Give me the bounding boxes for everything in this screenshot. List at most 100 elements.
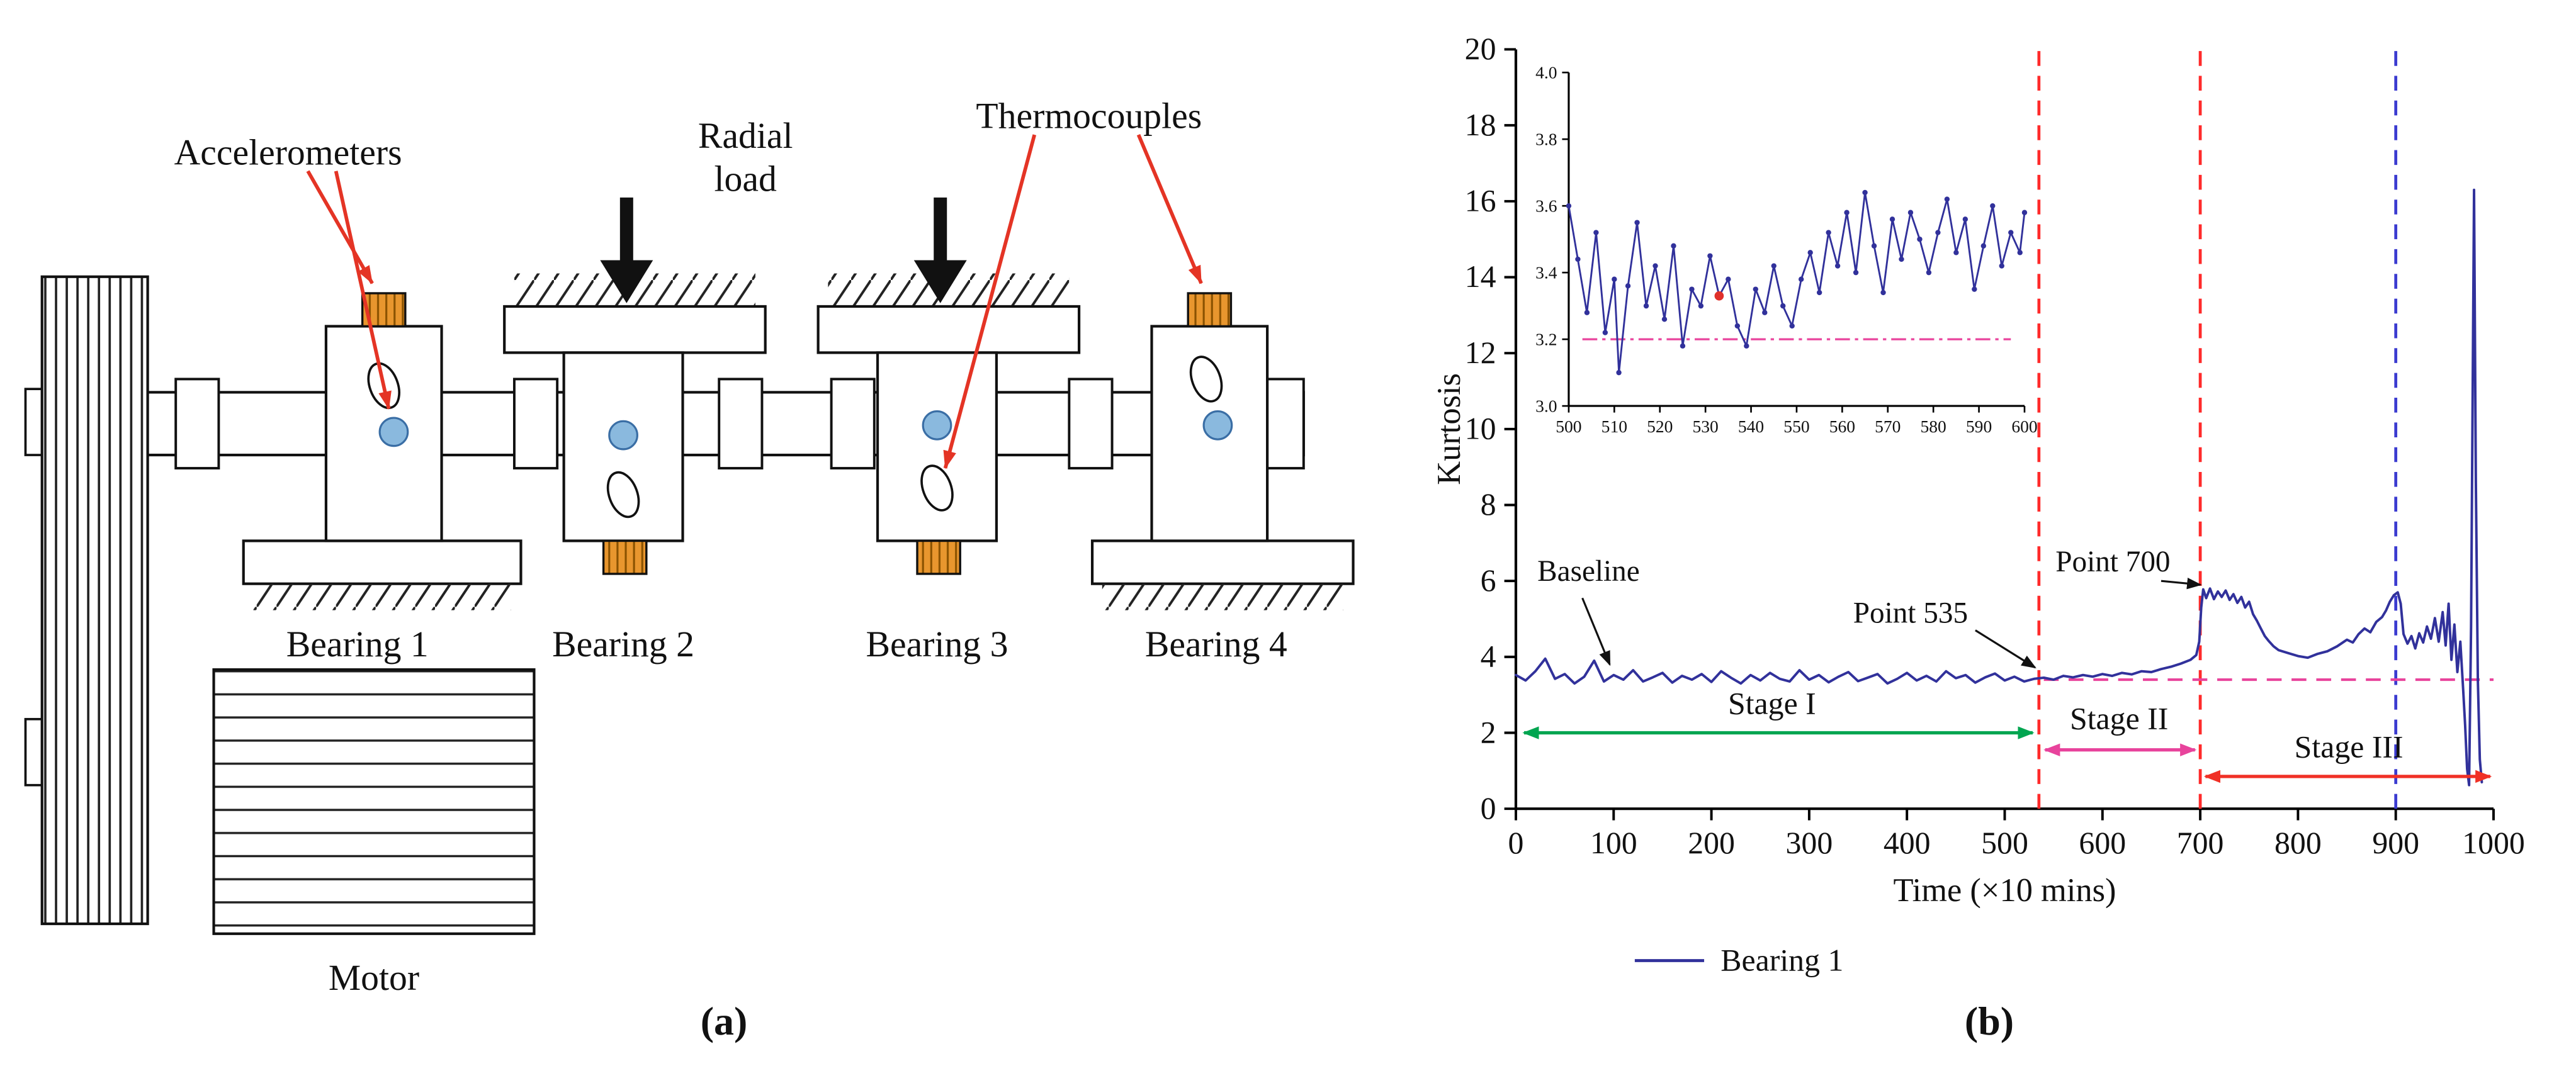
bearing-ring [920, 464, 954, 512]
panel-b-label: (b) [1964, 999, 2014, 1043]
thermocouple-block [1187, 292, 1233, 328]
svg-text:10: 10 [1465, 412, 1496, 446]
svg-text:Baseline: Baseline [1537, 555, 1640, 588]
accelerometer-pointer-arrow [334, 171, 392, 410]
svg-text:18: 18 [1465, 108, 1496, 142]
svg-text:0: 0 [1481, 791, 1496, 826]
thermocouple-block [602, 539, 648, 575]
svg-text:3.0: 3.0 [1535, 396, 1557, 415]
annotation-arrow [1581, 597, 1611, 666]
svg-text:510: 510 [1602, 417, 1627, 436]
shaft-coupling [512, 378, 559, 470]
svg-text:3.2: 3.2 [1535, 329, 1557, 349]
chart-reference-lines [2037, 49, 2494, 809]
svg-text:16: 16 [1465, 184, 1496, 218]
svg-text:Stage II: Stage II [2070, 701, 2168, 736]
bearing-2 [503, 197, 767, 575]
bearing-ring [1189, 356, 1223, 403]
bearing2-label: Bearing 2 [552, 625, 694, 665]
svg-text:Time (×10 mins): Time (×10 mins) [1893, 872, 2116, 909]
kurtosis-chart: 0 100 200 300 400 500 600 700 800 900 1000 0 2 4 6 8 10 1… [1437, 31, 2525, 977]
svg-text:Kurtosis: Kurtosis [1437, 373, 1467, 485]
svg-text:200: 200 [1688, 826, 1735, 860]
svg-text:Point 700: Point 700 [2055, 546, 2170, 578]
svg-text:Point 535: Point 535 [1853, 597, 1968, 630]
shaft-coupling [1068, 378, 1114, 470]
svg-text:500: 500 [1981, 826, 2028, 860]
svg-text:4.0: 4.0 [1535, 62, 1557, 82]
svg-text:20: 20 [1465, 31, 1496, 66]
ground-hatching [253, 583, 511, 610]
svg-text:6: 6 [1481, 563, 1496, 598]
shaft-coupling [718, 378, 764, 470]
svg-text:0: 0 [1508, 826, 1524, 860]
shaft [146, 378, 1305, 470]
chart-annotations: Baseline Point 535 Point 700 [1537, 546, 2202, 669]
radial-load-label-line2: load [715, 159, 777, 199]
svg-text:1000: 1000 [2462, 826, 2525, 860]
svg-text:14: 14 [1465, 259, 1496, 294]
svg-text:540: 540 [1738, 417, 1764, 436]
thermocouple-block [916, 539, 961, 575]
chart-legend: Bearing 1 [1634, 943, 1843, 977]
svg-text:Stage III: Stage III [2295, 730, 2404, 765]
kurtosis-series [1515, 188, 2483, 787]
test-rig-diagram: Accelerometers Radial load Thermocouples… [24, 97, 1355, 998]
inset-chart: 500 510 520 530 540 550 560 570 580 590 600 3.0 3.2 3… [1535, 62, 2037, 436]
svg-text:550: 550 [1783, 417, 1809, 436]
bearing-4 [1090, 292, 1355, 610]
thermocouple-pointer-arrow [943, 134, 1037, 469]
svg-text:3.8: 3.8 [1535, 129, 1557, 149]
sensor-dot [378, 417, 409, 447]
motor-label: Motor [329, 958, 419, 998]
svg-text:8: 8 [1481, 487, 1496, 522]
bearing3-label: Bearing 3 [866, 625, 1008, 665]
bearing-ring [606, 471, 640, 519]
svg-text:600: 600 [2079, 826, 2126, 860]
svg-text:570: 570 [1875, 417, 1901, 436]
bearing1-line [1515, 188, 2483, 787]
inset-point-535-marker [1714, 291, 1724, 301]
belt-pulley [24, 275, 149, 926]
radial-load-arrow [913, 197, 967, 303]
annotation-arrow [1975, 629, 2037, 669]
sensor-dot [1202, 410, 1233, 440]
legend-label: Bearing 1 [1720, 943, 1843, 977]
panel-a-label: (a) [700, 999, 748, 1043]
svg-text:300: 300 [1786, 826, 1833, 860]
chart-axes: 0 100 200 300 400 500 600 700 800 900 1000 0 2 4 6 8 10 1… [1437, 31, 2525, 909]
shaft-coupling [174, 378, 220, 470]
stage-arrows: Stage I Stage II Stage III [1522, 686, 2492, 783]
accelerometer-pointer-arrow [306, 170, 374, 284]
svg-text:3.6: 3.6 [1535, 196, 1557, 215]
ground-hatching [1102, 583, 1343, 610]
svg-text:400: 400 [1884, 826, 1931, 860]
svg-text:590: 590 [1966, 417, 1992, 436]
sensor-dot [922, 410, 952, 440]
thermocouples-label: Thermocouples [976, 97, 1202, 137]
svg-text:530: 530 [1692, 417, 1718, 436]
radial-load-arrow [600, 197, 653, 303]
radial-load-label-line1: Radial [698, 116, 793, 156]
annotation-arrow [2161, 578, 2202, 590]
svg-text:580: 580 [1921, 417, 1946, 436]
svg-text:Stage I: Stage I [1728, 686, 1816, 721]
svg-text:520: 520 [1647, 417, 1673, 436]
svg-text:500: 500 [1556, 417, 1581, 436]
svg-text:12: 12 [1465, 335, 1496, 370]
svg-text:100: 100 [1590, 826, 1637, 860]
motor [212, 668, 536, 935]
pointer-arrows [306, 134, 1203, 469]
bearing1-label: Bearing 1 [286, 625, 429, 665]
sensor-dot [608, 420, 638, 451]
svg-text:600: 600 [2011, 417, 2037, 436]
bearing-1 [242, 292, 523, 610]
inset-line [1568, 191, 2026, 374]
svg-text:2: 2 [1481, 715, 1496, 749]
bearing4-label: Bearing 4 [1145, 625, 1287, 665]
svg-text:560: 560 [1829, 417, 1855, 436]
thermocouple-pointer-arrow [1136, 134, 1203, 284]
accelerometers-label: Accelerometers [174, 133, 402, 172]
svg-text:3.4: 3.4 [1535, 262, 1557, 282]
